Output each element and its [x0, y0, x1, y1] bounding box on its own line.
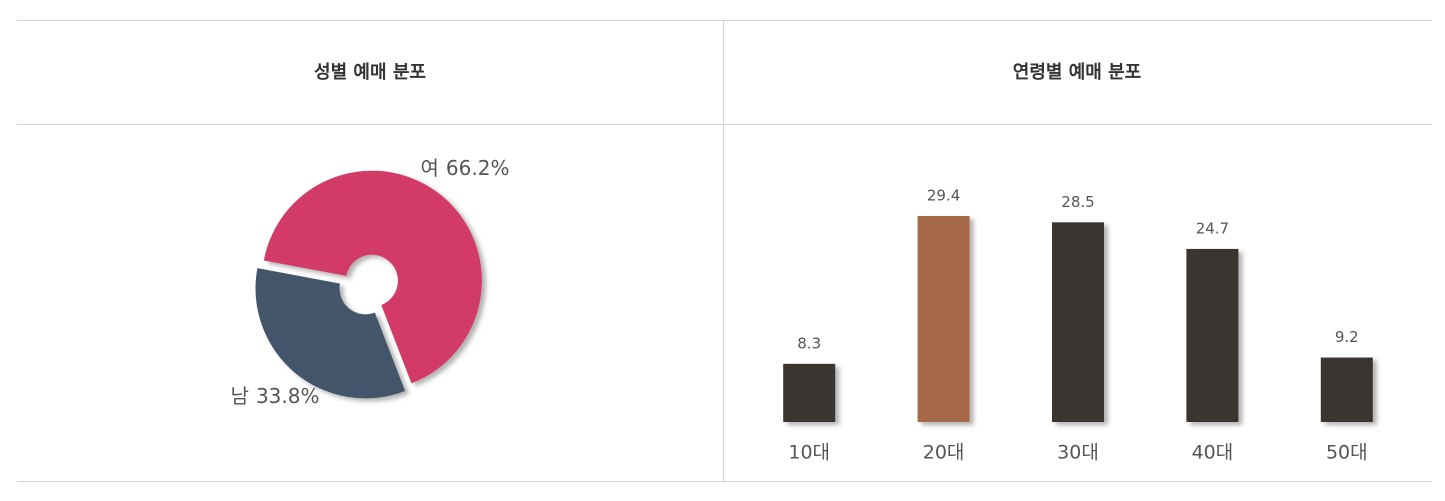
- pie-slice: [255, 268, 406, 399]
- slice-name: 남: [231, 384, 249, 408]
- bar: [1320, 357, 1373, 422]
- bar: [917, 216, 970, 422]
- x-tick-label: 30대: [1057, 442, 1099, 464]
- slice-value-label: 66.2%: [446, 155, 510, 179]
- value-label: 8.3: [797, 334, 821, 352]
- chart-title: 성별 예매 분포: [314, 62, 426, 83]
- value-label: 24.7: [1196, 219, 1229, 237]
- pie-slice: [263, 170, 482, 384]
- bar: [1052, 222, 1104, 422]
- slice-value-label: 33.8%: [256, 384, 320, 408]
- slice-label: 여 66.2%: [421, 155, 510, 179]
- chart-title: 연령별 예매 분포: [1013, 62, 1141, 83]
- value-label: 9.2: [1335, 328, 1359, 346]
- x-tick-label: 20대: [923, 442, 965, 464]
- bar: [1186, 248, 1239, 422]
- bar: [783, 363, 836, 422]
- value-label: 29.4: [927, 187, 960, 205]
- value-label: 28.5: [1061, 193, 1094, 211]
- slice-name: 여: [421, 155, 439, 179]
- x-tick-label: 10대: [788, 442, 830, 464]
- slice-label: 남 33.8%: [231, 384, 320, 408]
- x-tick-label: 40대: [1192, 442, 1234, 464]
- x-tick-label: 50대: [1326, 442, 1368, 464]
